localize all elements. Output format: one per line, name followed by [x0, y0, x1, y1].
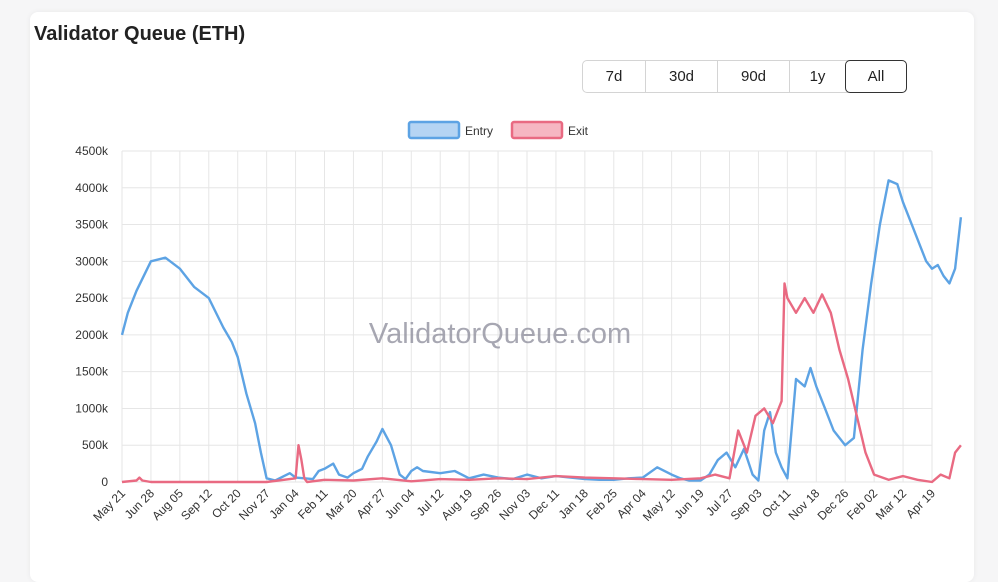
y-tick-label: 0: [101, 475, 108, 489]
y-tick-label: 500k: [82, 438, 109, 452]
range-1y-button[interactable]: 1y: [789, 61, 845, 92]
range-30d-button[interactable]: 30d: [645, 61, 717, 92]
chart-series: [120, 179, 963, 484]
watermark-text: ValidatorQueue.com: [369, 318, 631, 350]
x-tick-label: Nov 03: [496, 486, 533, 523]
chart-legend: Entry Exit: [407, 120, 589, 140]
x-tick-label: Jan 04: [266, 486, 302, 522]
x-tick-label: Jun 04: [382, 486, 418, 522]
x-tick-label: Nov 27: [236, 486, 273, 523]
x-tick-label: Feb 02: [844, 486, 881, 523]
legend-swatch-exit[interactable]: [510, 120, 564, 140]
y-tick-label: 4000k: [75, 181, 109, 195]
x-tick-label: Sep 03: [728, 486, 765, 523]
y-tick-label: 1000k: [75, 401, 109, 415]
chart-grid: [121, 150, 933, 483]
x-tick-label: Sep 26: [467, 486, 504, 523]
x-tick-label: Jun 19: [671, 486, 707, 522]
legend-label-entry[interactable]: Entry: [465, 124, 493, 138]
x-tick-label: Feb 11: [295, 486, 331, 522]
y-tick-label: 3000k: [75, 254, 109, 268]
x-tick-label: Feb 25: [584, 486, 621, 523]
x-tick-label: May 21: [90, 486, 128, 524]
x-tick-label: Sep 12: [178, 486, 215, 523]
x-tick-label: May 12: [640, 486, 678, 524]
y-axis: 0 500k 1000k 1500k 2000k 2500k 3000k 3500k 4000k…: [75, 144, 109, 489]
x-tick-label: Dec 11: [526, 486, 562, 522]
y-tick-label: 3500k: [75, 218, 109, 232]
x-tick-label: Dec 26: [815, 486, 852, 523]
legend-swatch-entry[interactable]: [407, 120, 461, 140]
x-tick-label: Apr 19: [903, 486, 938, 521]
x-tick-label: Aug 19: [438, 486, 475, 523]
y-tick-label: 4500k: [75, 144, 109, 158]
y-tick-label: 2000k: [75, 328, 109, 342]
range-all-button[interactable]: All: [845, 60, 907, 93]
range-7d-button[interactable]: 7d: [583, 61, 645, 92]
x-tick-label: Mar 20: [323, 486, 360, 523]
range-90d-button[interactable]: 90d: [717, 61, 789, 92]
x-tick-label: Mar 12: [873, 486, 910, 523]
time-range-selector: 7d 30d 90d 1y All: [582, 60, 907, 93]
x-tick-label: Nov 18: [786, 486, 823, 523]
x-tick-label: Aug 05: [149, 486, 186, 523]
page-title: Validator Queue (ETH): [34, 23, 246, 45]
x-tick-label: Apr 27: [354, 486, 389, 521]
y-tick-label: 2500k: [75, 291, 109, 305]
series-line-exit: [121, 282, 962, 484]
y-tick-label: 1500k: [75, 365, 109, 379]
legend-label-exit[interactable]: Exit: [568, 124, 589, 138]
queue-line-chart: ValidatorQueue.com 0 500k 1000k 1500k 2000k 2…: [75, 120, 963, 524]
